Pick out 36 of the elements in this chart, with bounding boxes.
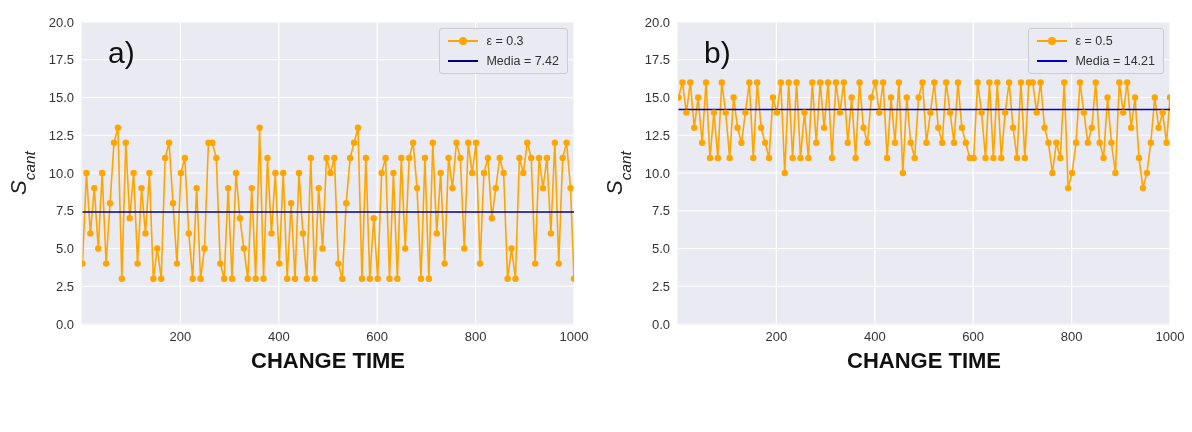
y-tick-label: 12.5 [644, 127, 670, 143]
y-tick-label: 20.0 [644, 14, 670, 30]
y-tick-label: 2.5 [55, 278, 74, 294]
y-tick-label: 0.0 [55, 316, 74, 332]
x-tick-label: 800 [1060, 329, 1083, 345]
legend-label: Media = 7.42 [486, 54, 559, 68]
y-tick-label: 5.0 [55, 241, 74, 257]
legend-label: Media = 14.21 [1075, 54, 1155, 68]
y-tick-label: 15.0 [48, 90, 74, 106]
y-tick-label: 2.5 [651, 278, 670, 294]
y-tick-label: 20.0 [48, 14, 74, 30]
y-tick-label: 15.0 [644, 90, 670, 106]
x-tick-label: 600 [366, 329, 389, 345]
annotation: b) [704, 36, 731, 70]
y-tick-label: 10.0 [644, 165, 670, 181]
x-tick-label: 1000 [559, 329, 589, 345]
x-axis-title: CHANGE TIME [847, 348, 1001, 373]
x-tick-label: 1000 [1155, 329, 1185, 345]
y-tick-label: 7.5 [651, 203, 670, 219]
y-tick-label: 17.5 [644, 52, 670, 68]
y-tick-label: 7.5 [55, 203, 74, 219]
x-tick-label: 800 [464, 329, 487, 345]
annotation: a) [108, 36, 135, 70]
x-tick-label: 400 [863, 329, 886, 345]
y-tick-label: 0.0 [651, 316, 670, 332]
x-tick-label: 200 [765, 329, 788, 345]
legend-label: ε = 0.5 [1075, 34, 1113, 48]
y-tick-label: 10.0 [48, 165, 74, 181]
y-tick-label: 17.5 [48, 52, 74, 68]
x-tick-label: 200 [169, 329, 192, 345]
x-axis-title: CHANGE TIME [251, 348, 405, 373]
x-tick-label: 600 [962, 329, 985, 345]
y-tick-label: 5.0 [651, 241, 670, 257]
legend-label: ε = 0.3 [486, 34, 524, 48]
y-tick-label: 12.5 [48, 127, 74, 143]
x-tick-label: 400 [267, 329, 290, 345]
